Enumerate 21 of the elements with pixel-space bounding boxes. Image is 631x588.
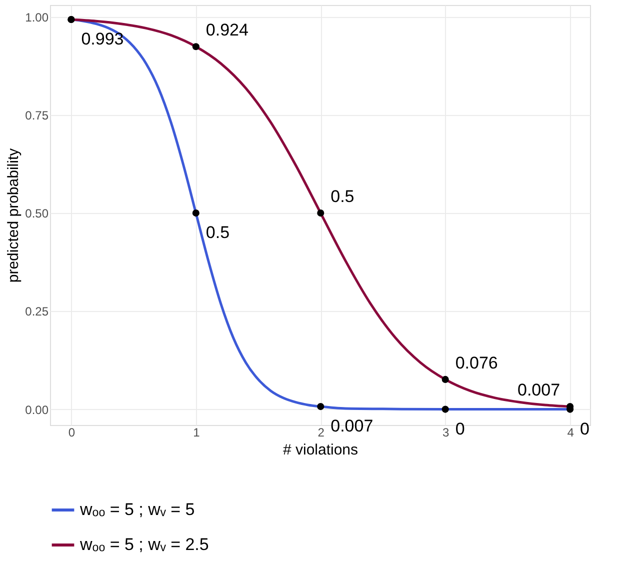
x-tick-label: 0 <box>68 426 76 440</box>
data-label: 0.007 <box>518 380 560 400</box>
data-label: 0.007 <box>330 416 374 436</box>
y-tick-label: 1.00 <box>25 10 49 24</box>
data-label: 0.993 <box>81 30 124 49</box>
legend-label: wₒₒ = 5 ; wᵥ = 5 <box>79 500 195 519</box>
x-tick-label: 1 <box>193 426 200 440</box>
x-tick-label: 2 <box>318 426 325 440</box>
data-label: 0.076 <box>455 353 498 372</box>
y-tick-label: 0.75 <box>25 108 49 122</box>
legend-label: wₒₒ = 5 ; wᵥ = 2.5 <box>79 535 209 554</box>
y-axis-title: predicted probability <box>5 148 22 283</box>
y-tick-label: 0.00 <box>25 402 49 417</box>
data-label: 0.5 <box>206 223 230 242</box>
x-axis-title: # violations <box>282 442 358 458</box>
data-label: 0.5 <box>330 187 354 206</box>
data-label: 0.924 <box>206 20 248 40</box>
y-tick-label: 0.50 <box>25 206 49 221</box>
x-tick-label: 3 <box>442 426 450 440</box>
x-tick-label: 4 <box>567 426 574 440</box>
y-tick-label: 0.25 <box>25 304 49 319</box>
